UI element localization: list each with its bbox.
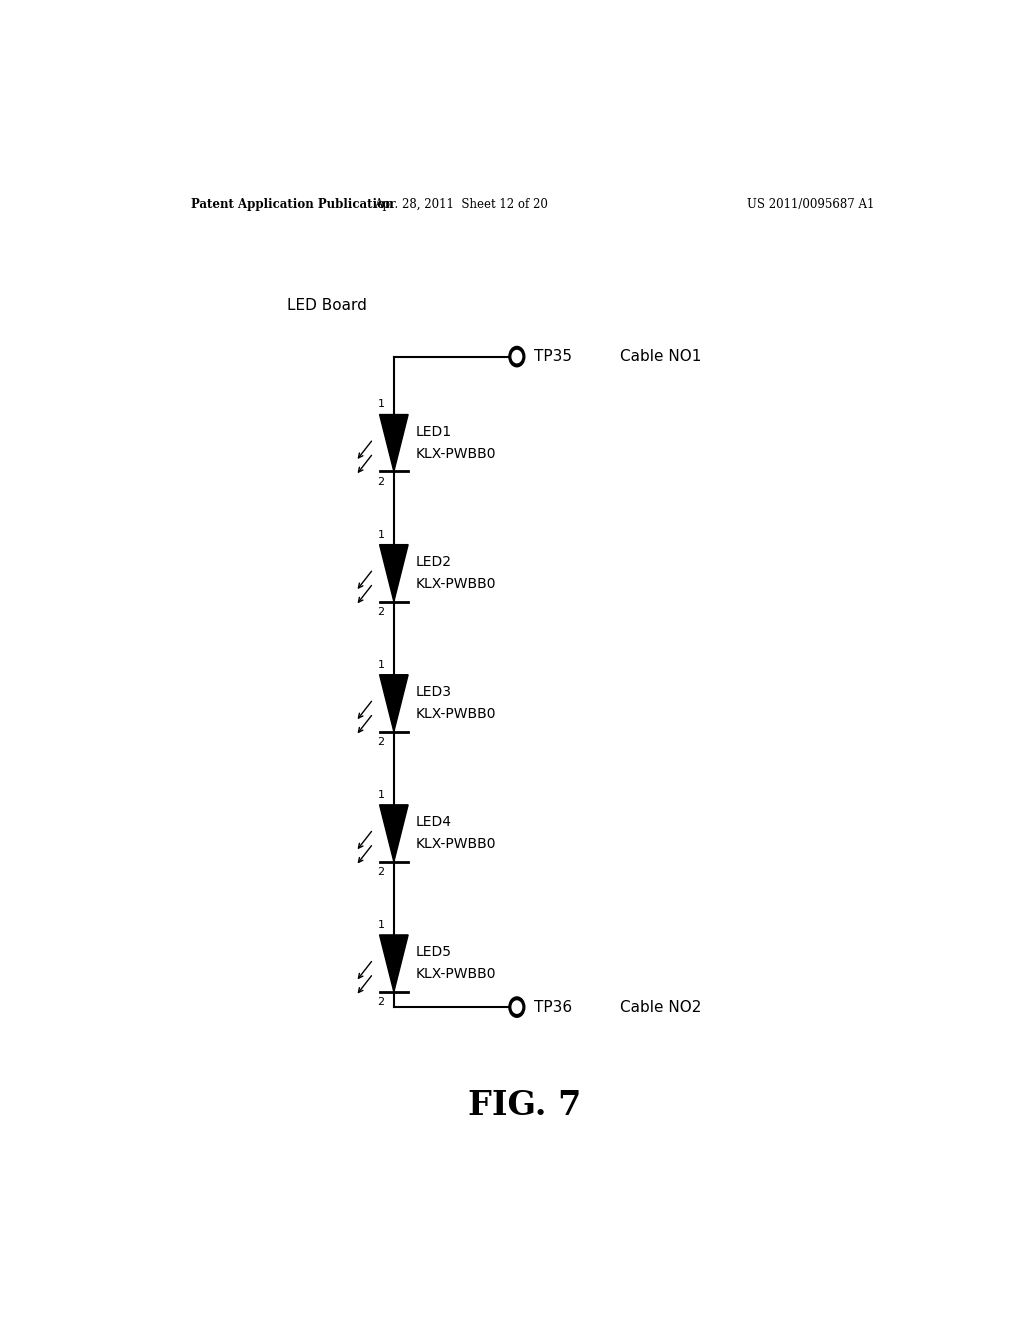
Text: TP35: TP35: [535, 348, 572, 364]
Text: KLX-PWBB0: KLX-PWBB0: [416, 447, 497, 461]
Text: 2: 2: [377, 867, 384, 876]
Text: 2: 2: [377, 477, 384, 487]
Text: KLX-PWBB0: KLX-PWBB0: [416, 708, 497, 721]
Text: Cable NO1: Cable NO1: [620, 348, 701, 364]
Text: 1: 1: [377, 789, 384, 800]
Circle shape: [509, 997, 525, 1018]
Circle shape: [512, 1001, 521, 1014]
Text: LED1: LED1: [416, 425, 453, 440]
Text: Patent Application Publication: Patent Application Publication: [191, 198, 394, 211]
Polygon shape: [380, 414, 409, 471]
Text: LED Board: LED Board: [287, 298, 367, 313]
Polygon shape: [380, 805, 409, 862]
Text: 1: 1: [377, 400, 384, 409]
Polygon shape: [380, 545, 409, 602]
Text: 1: 1: [377, 920, 384, 929]
Text: 2: 2: [377, 737, 384, 747]
Text: Cable NO2: Cable NO2: [620, 999, 701, 1015]
Text: 2: 2: [377, 607, 384, 616]
Text: 1: 1: [377, 529, 384, 540]
Text: 2: 2: [377, 997, 384, 1007]
Text: 1: 1: [377, 660, 384, 669]
Text: KLX-PWBB0: KLX-PWBB0: [416, 968, 497, 982]
Polygon shape: [380, 935, 409, 991]
Text: KLX-PWBB0: KLX-PWBB0: [416, 837, 497, 851]
Text: US 2011/0095687 A1: US 2011/0095687 A1: [748, 198, 874, 211]
Text: Apr. 28, 2011  Sheet 12 of 20: Apr. 28, 2011 Sheet 12 of 20: [375, 198, 548, 211]
Text: LED4: LED4: [416, 816, 452, 829]
Circle shape: [512, 351, 521, 363]
Text: LED5: LED5: [416, 945, 452, 960]
Text: KLX-PWBB0: KLX-PWBB0: [416, 577, 497, 591]
Polygon shape: [380, 675, 409, 731]
Circle shape: [509, 346, 525, 367]
Text: TP36: TP36: [535, 999, 572, 1015]
Text: LED3: LED3: [416, 685, 452, 700]
Text: LED2: LED2: [416, 554, 452, 569]
Text: FIG. 7: FIG. 7: [468, 1089, 582, 1122]
